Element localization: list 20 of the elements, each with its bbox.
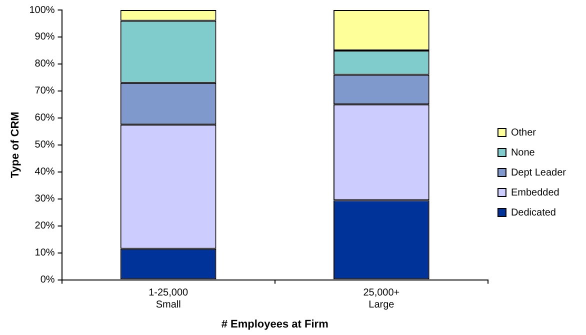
y-tick-label: 40% — [34, 166, 55, 178]
y-tick-label: 20% — [34, 220, 55, 232]
y-tick-label: 30% — [34, 194, 55, 205]
y-tick-label: 60% — [34, 112, 55, 124]
y-tick-label: 0% — [40, 274, 55, 286]
legend-label: Dept Leader — [510, 167, 567, 178]
x-axis-title: # Employees at Firm — [221, 318, 329, 330]
legend-label: Dedicated — [510, 207, 556, 218]
y-axis-title: Type of CRM — [10, 112, 22, 178]
y-tick-label: 100% — [29, 4, 55, 16]
legend-label: Other — [510, 127, 537, 138]
y-tick-label: 10% — [34, 248, 55, 259]
legend-label: None — [510, 147, 536, 158]
y-tick-label: 80% — [34, 58, 55, 70]
y-tick-label: 50% — [34, 140, 55, 151]
x-tick-label: 25,000+ Large — [363, 288, 400, 311]
y-tick-label: 70% — [34, 86, 55, 97]
y-tick-label: 90% — [34, 32, 55, 43]
x-tick-label: 1-25,000 Small — [148, 288, 188, 311]
legend-label: Embedded — [510, 187, 560, 198]
